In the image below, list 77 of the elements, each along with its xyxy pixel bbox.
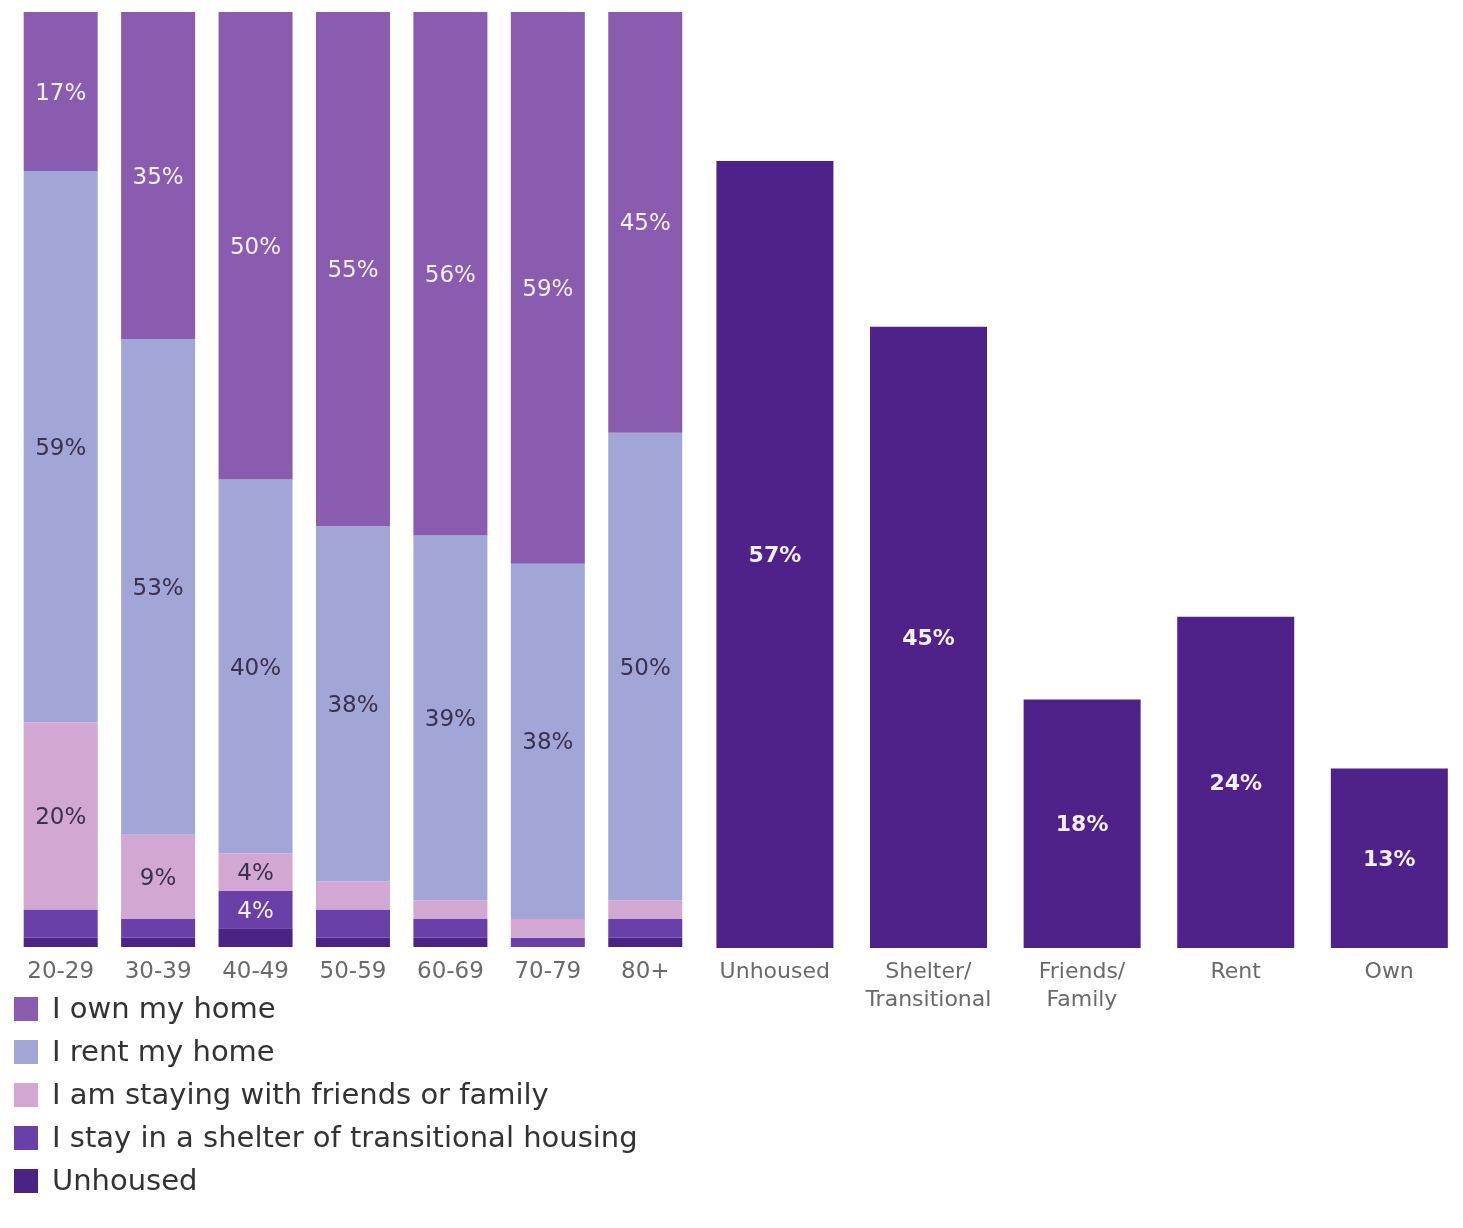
data-label: 50% (619, 653, 671, 680)
data-label: 17% (35, 78, 87, 105)
data-label: 40% (229, 653, 282, 680)
x-tick-label: 80+ (621, 957, 670, 983)
data-label: 59% (522, 274, 574, 301)
data-label: 55% (327, 256, 379, 283)
data-label: 45% (902, 625, 955, 651)
bar (315, 909, 390, 938)
x-tick-label: 70-79 (514, 957, 582, 983)
bar (121, 937, 196, 947)
bar (413, 12, 488, 536)
legend-label: Unhoused (52, 1162, 198, 1199)
bar (218, 928, 293, 947)
data-label: 38% (522, 728, 574, 755)
x-tick-label: Shelter/ Transitional (864, 958, 992, 1011)
data-label: 57% (748, 542, 802, 568)
bar (315, 526, 390, 882)
x-tick-label: Rent (1210, 958, 1262, 983)
data-label: 4% (237, 896, 274, 923)
legend-label: I am staying with friends or family (52, 1076, 549, 1113)
legend-label: I stay in a shelter of transitional housing (52, 1119, 638, 1156)
x-tick-label: Friends/ Family (1038, 958, 1126, 1011)
legend-label: I rent my home (52, 1033, 275, 1070)
data-label: 20% (35, 803, 87, 830)
bar (510, 563, 585, 919)
bar (413, 535, 488, 901)
bar (716, 161, 834, 948)
bar (870, 326, 988, 948)
bar (413, 900, 488, 919)
x-tick-label: 30-39 (124, 957, 192, 983)
x-tick-label: 40-49 (222, 957, 289, 983)
bar (608, 937, 683, 947)
data-label: 9% (139, 863, 177, 890)
data-label: 18% (1055, 811, 1109, 837)
bar (218, 479, 293, 854)
bar (218, 12, 293, 480)
bar (1023, 699, 1141, 948)
bar (121, 918, 196, 938)
bar (23, 722, 98, 910)
bar (510, 937, 585, 947)
bar (608, 918, 683, 938)
data-label: 50% (229, 232, 282, 259)
bar (23, 937, 98, 947)
bar (413, 918, 488, 938)
data-label: 13% (1363, 845, 1416, 871)
data-label: 45% (619, 209, 671, 236)
x-tick-label: Own (1364, 958, 1414, 983)
bar (608, 432, 683, 901)
bar (510, 918, 585, 938)
bar (608, 12, 683, 433)
data-label: 39% (424, 704, 476, 731)
bar (121, 834, 196, 919)
x-tick-label: 60-69 (417, 957, 484, 983)
bar (608, 900, 683, 919)
data-label: 35% (132, 162, 184, 189)
bar (315, 881, 390, 910)
x-tick-label: Unhoused (719, 958, 830, 983)
bar (315, 937, 390, 947)
bar (23, 12, 98, 171)
bar (510, 12, 585, 564)
bar (23, 909, 98, 938)
bar (121, 339, 196, 835)
bar (121, 12, 196, 340)
bar (1330, 768, 1448, 948)
data-label: 59% (35, 433, 87, 460)
data-label: 24% (1209, 770, 1263, 796)
data-label: 56% (424, 260, 476, 287)
data-label: 4% (237, 859, 274, 886)
data-label: 53% (132, 574, 184, 601)
x-tick-label: 20-29 (27, 957, 95, 983)
x-tick-label: 50-59 (319, 957, 387, 983)
data-label: 38% (327, 690, 379, 717)
bar (23, 170, 98, 723)
bar (413, 937, 488, 947)
bar (1177, 616, 1295, 948)
bar (315, 12, 390, 527)
legend-label: I own my home (52, 990, 276, 1027)
